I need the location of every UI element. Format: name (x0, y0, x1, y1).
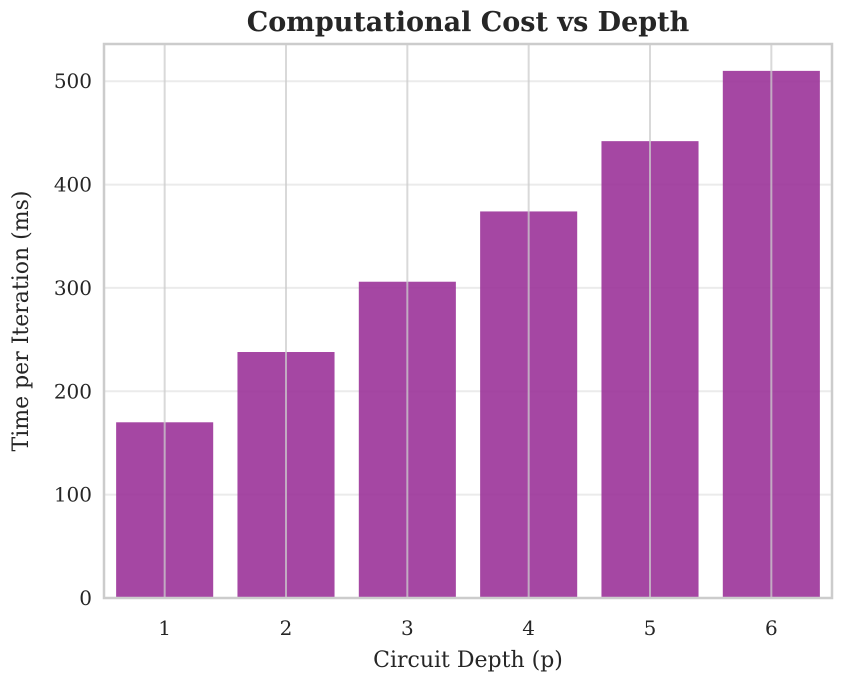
x-tick-label: 3 (401, 616, 414, 640)
y-tick-label: 300 (54, 276, 92, 300)
y-tick-label: 500 (54, 69, 92, 93)
y-tick-label: 0 (79, 586, 92, 610)
y-tick-label: 100 (54, 483, 92, 507)
x-tick-layer: 1 2 3 4 5 6 (158, 616, 777, 640)
y-tick-label: 200 (54, 379, 92, 403)
vertical-grid-layer (163, 44, 773, 598)
chart-title: Computational Cost vs Depth (247, 7, 690, 38)
y-tick-layer: 0 100 200 300 400 500 (54, 69, 92, 610)
bar-layer (116, 70, 820, 599)
x-axis-label: Circuit Depth (p) (373, 648, 563, 673)
x-tick-label: 4 (522, 616, 535, 640)
plot-frame (102, 42, 834, 600)
x-tick-label: 2 (280, 616, 293, 640)
y-axis-label: Time per Iteration (ms) (9, 191, 34, 452)
y-tick-label: 400 (54, 173, 92, 197)
x-tick-label: 5 (644, 616, 657, 640)
x-tick-label: 1 (158, 616, 171, 640)
x-tick-label: 6 (765, 616, 778, 640)
